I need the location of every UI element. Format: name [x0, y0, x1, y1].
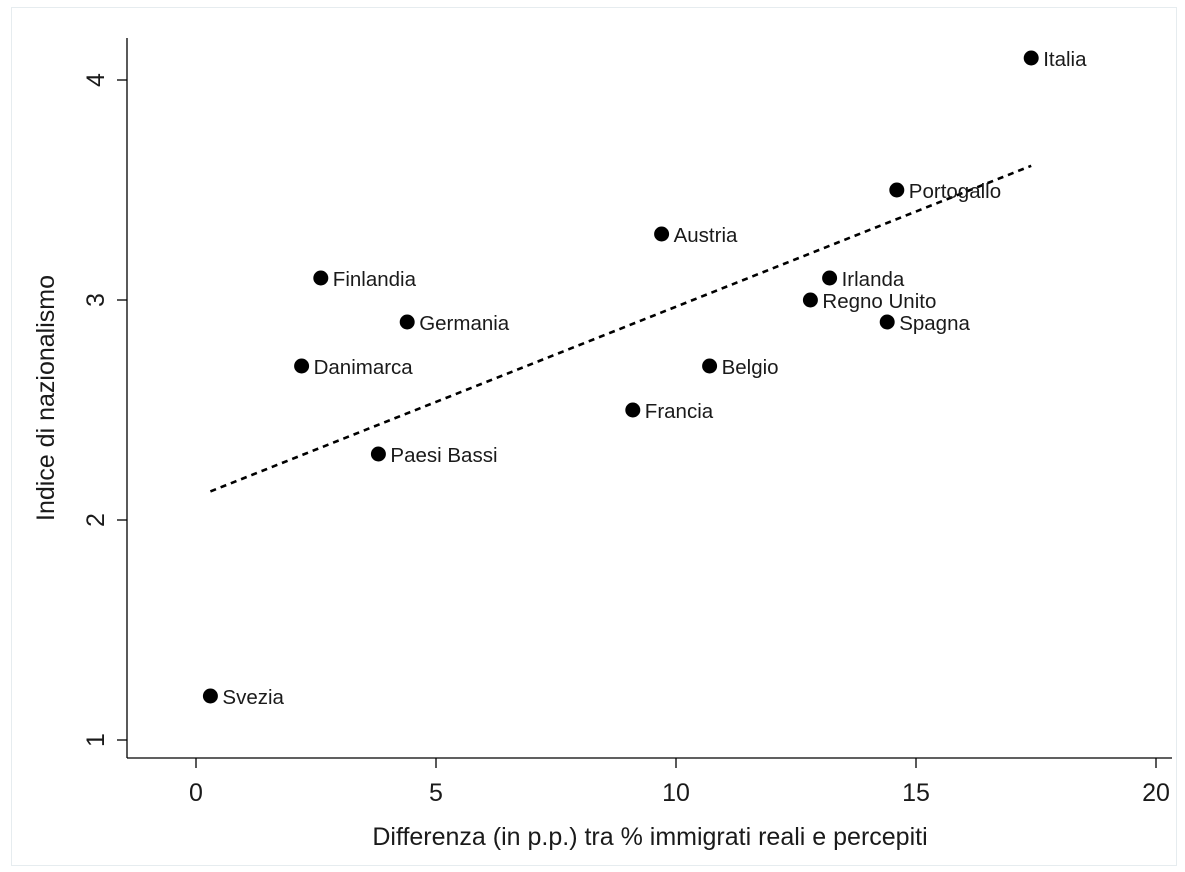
x-tick-label: 5 [429, 779, 443, 807]
data-points: Italia Portogallo Austria Finlandia IrlandaR… [202, 48, 1087, 709]
trendline [209, 164, 1032, 493]
y-tick-label: 1 [82, 733, 110, 747]
point-label: Belgio [722, 356, 779, 379]
point-label: Paesi Bassi [390, 444, 497, 467]
x-tick-label: 20 [1142, 779, 1170, 807]
data-point [702, 358, 718, 374]
data-point [399, 314, 415, 330]
point-label: Italia [1043, 48, 1087, 71]
point-label: Spagna [899, 312, 970, 335]
point-label: Irlanda [842, 268, 905, 291]
data-point [822, 270, 838, 286]
data-point [654, 226, 670, 242]
point-label: Austria [674, 224, 738, 247]
point-label: Finlandia [333, 268, 417, 291]
point-label: Germania [419, 312, 510, 335]
x-tick-label: 10 [662, 779, 690, 807]
data-point [313, 270, 329, 286]
trendline-group [209, 164, 1032, 493]
data-point [802, 292, 818, 308]
y-tick-label: 2 [82, 513, 110, 527]
data-point [625, 402, 641, 418]
point-label: Danimarca [314, 356, 414, 379]
x-axis-title: Differenza (in p.p.) tra % immigrati rea… [372, 823, 927, 851]
data-point [889, 182, 905, 198]
point-label: Francia [645, 400, 714, 423]
y-tick-label: 3 [82, 293, 110, 307]
y-axis-title: Indice di nazionalismo [32, 275, 60, 521]
y-tick-label: 4 [82, 73, 110, 87]
data-point [202, 688, 218, 704]
data-point [370, 446, 386, 462]
x-tick-label: 0 [189, 779, 203, 807]
x-tick-label: 15 [902, 779, 930, 807]
data-point [879, 314, 895, 330]
x-axis-ticks: 0 5 10 15 20 [189, 758, 1170, 807]
data-point [1023, 50, 1039, 66]
chart-frame [11, 7, 1177, 866]
data-point [294, 358, 310, 374]
point-label: Portogallo [909, 180, 1001, 203]
point-label: Regno Unito [822, 290, 936, 313]
y-axis-ticks: 1 2 3 4 [82, 73, 127, 747]
point-label: Svezia [222, 686, 284, 709]
